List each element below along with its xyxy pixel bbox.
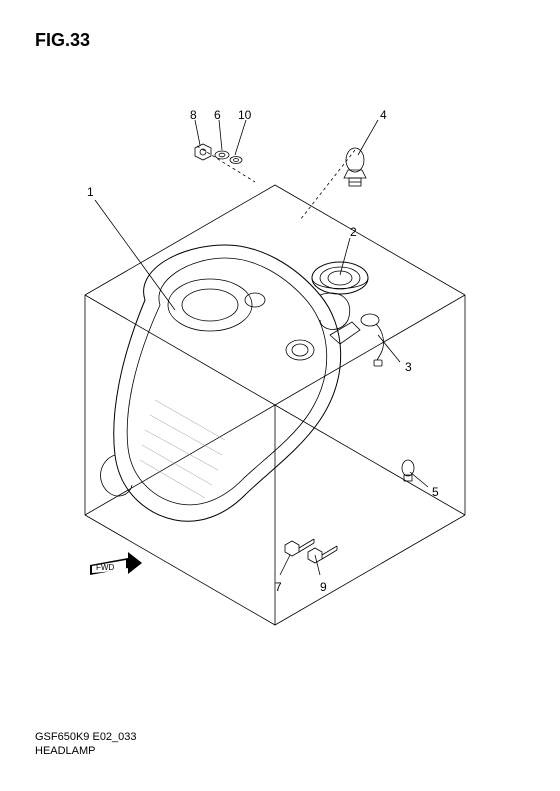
fwd-badge: FWD [90,552,142,575]
callout-8: 8 [190,108,197,122]
callout-1: 1 [87,185,94,199]
callout-3: 3 [405,360,412,374]
callout-2: 2 [350,225,357,239]
callout-4: 4 [380,108,387,122]
part-10-washer [230,157,242,164]
diagram-canvas: FWD [0,0,560,791]
part-9-bolt [308,546,337,563]
headlamp-housing [101,245,360,521]
fwd-label: FWD [96,563,114,572]
iso-cube [85,185,465,625]
part-5-bulb [402,460,414,481]
part-6-washer [215,151,229,159]
part-3-socket [361,314,383,366]
part-2-cap [312,262,368,294]
callout-6: 6 [214,108,221,122]
callout-7: 7 [275,580,282,594]
callout-9: 9 [320,580,327,594]
part-4-bulb [344,148,366,186]
callout-5: 5 [432,485,439,499]
callout-10: 10 [238,108,251,122]
